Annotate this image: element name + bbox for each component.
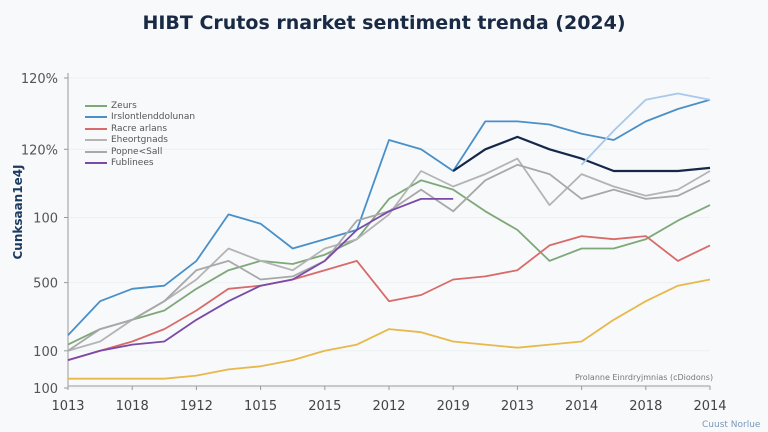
chart-title: HIBT Crutos rnarket sentiment trenda (20… (142, 12, 626, 34)
x-tick-label: 2014 (565, 399, 598, 414)
series-line-3 (67, 157, 711, 352)
axis-note: Prolanne Einrdryjmnias (cDiodons) (575, 373, 714, 382)
legend-label: Fublinees (111, 158, 154, 169)
series-line-1 (67, 98, 711, 336)
series-line-6 (452, 135, 711, 173)
y-tick-label: 500 (33, 277, 58, 292)
legend-item: Eheortgnads (85, 135, 195, 147)
legend: Zeurs Irslontlenddolunan Racre arlans Eheor… (85, 100, 195, 169)
x-tick-label: 1015 (244, 399, 277, 414)
legend-swatch (85, 116, 107, 119)
legend-label: Popne<Sall (111, 146, 163, 157)
series-line-7 (68, 278, 711, 380)
legend-swatch (85, 162, 107, 165)
x-tick-label: 2013 (501, 399, 534, 414)
x-tick-label: 2019 (437, 399, 470, 414)
legend-label: Eheortgnads (111, 135, 168, 146)
series-line-2 (67, 235, 711, 361)
y-tick-label: 100 (33, 212, 58, 227)
legend-swatch (85, 139, 107, 142)
watermark: Cuust Norlue (702, 420, 761, 430)
y-tick-label: 100 (33, 345, 58, 360)
legend-item: Irslontlenddolunan (85, 112, 195, 124)
y-tick-label: 120% (21, 72, 58, 87)
legend-swatch (85, 104, 107, 107)
legend-item: Zeurs (85, 100, 195, 112)
legend-swatch (85, 127, 107, 130)
series-line-5 (67, 197, 454, 361)
legend-item: Fublinees (85, 158, 195, 170)
legend-item: Racre arlans (85, 123, 195, 135)
x-tick-label: 2012 (372, 399, 405, 414)
legend-item: Popne<Sall (85, 146, 195, 158)
y-tick-label: 120% (21, 143, 58, 158)
series-line-0 (67, 179, 711, 346)
x-tick-label: 1912 (180, 399, 213, 414)
legend-swatch (85, 150, 107, 153)
x-tick-label: 2015 (308, 399, 341, 414)
x-tick-label: 1013 (51, 399, 84, 414)
legend-label: Irslontlenddolunan (111, 112, 196, 123)
x-tick-label: 2018 (629, 399, 662, 414)
x-tick-label: 2014 (693, 399, 726, 414)
series-line-4 (67, 163, 711, 352)
y-tick-label: 100 (33, 382, 58, 397)
x-tick-label: 1018 (116, 399, 149, 414)
legend-label: Racre arlans (111, 123, 168, 134)
legend-label: Zeurs (111, 100, 137, 111)
series-line-8 (580, 92, 711, 166)
